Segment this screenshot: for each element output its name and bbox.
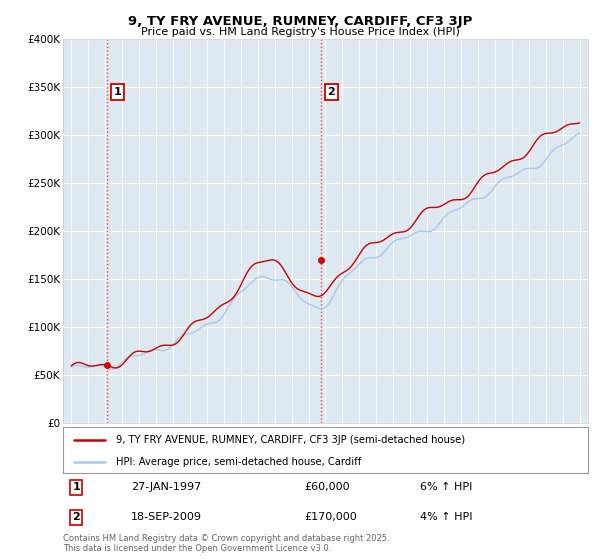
Text: Contains HM Land Registry data © Crown copyright and database right 2025.
This d: Contains HM Land Registry data © Crown c…: [63, 534, 389, 553]
Text: 6% ↑ HPI: 6% ↑ HPI: [420, 482, 472, 492]
Text: Price paid vs. HM Land Registry's House Price Index (HPI): Price paid vs. HM Land Registry's House …: [140, 27, 460, 37]
Text: 9, TY FRY AVENUE, RUMNEY, CARDIFF, CF3 3JP: 9, TY FRY AVENUE, RUMNEY, CARDIFF, CF3 3…: [128, 15, 472, 28]
Text: 2: 2: [72, 512, 80, 522]
Text: £60,000: £60,000: [305, 482, 350, 492]
Text: 1: 1: [72, 482, 80, 492]
Text: 1: 1: [113, 87, 121, 97]
Text: 2: 2: [328, 87, 335, 97]
Text: HPI: Average price, semi-detached house, Cardiff: HPI: Average price, semi-detached house,…: [115, 457, 361, 466]
Text: 27-JAN-1997: 27-JAN-1997: [131, 482, 202, 492]
Text: 4% ↑ HPI: 4% ↑ HPI: [420, 512, 473, 522]
Text: £170,000: £170,000: [305, 512, 357, 522]
Text: 18-SEP-2009: 18-SEP-2009: [131, 512, 202, 522]
Text: 9, TY FRY AVENUE, RUMNEY, CARDIFF, CF3 3JP (semi-detached house): 9, TY FRY AVENUE, RUMNEY, CARDIFF, CF3 3…: [115, 435, 464, 445]
